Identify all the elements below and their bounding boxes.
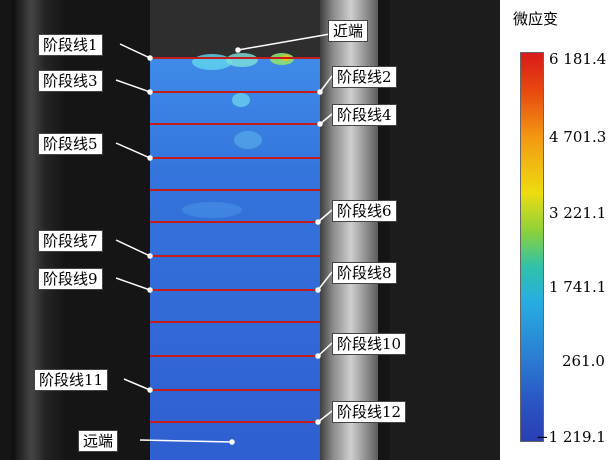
pointer-head-13: [147, 387, 153, 393]
stage-line-label-3: 阶段线3: [38, 70, 103, 92]
stage-line-label-5: 阶段线5: [38, 133, 103, 155]
pointer-line-7: [115, 142, 151, 159]
callout-pointers: [115, 33, 333, 445]
pointer-line-10: [317, 271, 333, 291]
pointer-head-7: [147, 155, 153, 161]
pointer-head-1: [235, 47, 241, 53]
stage-line-label-7: 阶段线7: [38, 230, 103, 252]
pointer-line-5: [115, 79, 151, 93]
stage-line-label-6: 阶段线6: [332, 200, 397, 222]
stage-line-label-11: 阶段线11: [34, 369, 109, 391]
stage-line-label-10: 阶段线10: [332, 333, 407, 355]
pointer-head-6: [317, 121, 323, 127]
pointer-line-3: [119, 43, 151, 59]
strain-field: [150, 58, 320, 460]
colorbar-title: 微应变: [513, 10, 559, 28]
pointer-head-9: [147, 253, 153, 259]
stage-line-label-12: 阶段线12: [332, 401, 407, 423]
colorbar-tick-1: 6 181.4: [549, 50, 607, 68]
stage-line-label-1: 阶段线1: [38, 34, 103, 56]
pointer-line-4: [319, 75, 333, 93]
pointer-head-4: [317, 89, 323, 95]
pointer-line-1: [237, 33, 331, 51]
pointer-line-9: [115, 239, 151, 257]
pointer-line-8: [317, 209, 333, 223]
pointer-head-3: [147, 55, 153, 61]
pointer-head-11: [147, 287, 153, 293]
colorbar-tick-6: −1 219.1: [536, 428, 606, 446]
pointer-line-11: [115, 277, 151, 291]
pointer-line-12: [317, 342, 333, 357]
stage-line-label-2: 阶段线2: [332, 66, 397, 88]
stage-lines: [150, 57, 320, 423]
strain-photo: 近端 远端 阶段线1 阶段线2 阶段线3 阶段线4 阶段线5 阶段线6 阶段线7…: [0, 0, 500, 460]
pointer-head-10: [315, 287, 321, 293]
stage-line-label-4: 阶段线4: [332, 104, 397, 126]
near-end-label: 近端: [328, 20, 369, 42]
pointer-head-14: [315, 419, 321, 425]
colorbar: [520, 52, 544, 442]
colorbar-tick-5: 261.0: [562, 352, 605, 370]
stage-line-label-9: 阶段线9: [38, 268, 103, 290]
pointer-head-2: [229, 439, 235, 445]
pointer-head-8: [315, 219, 321, 225]
colorbar-tick-3: 3 221.1: [549, 204, 607, 222]
stage-line-label-8: 阶段线8: [332, 262, 397, 284]
pointer-head-5: [147, 89, 153, 95]
far-end-label: 远端: [78, 430, 119, 452]
colorbar-tick-2: 4 701.3: [549, 128, 607, 146]
pointer-line-13: [123, 378, 151, 391]
pointer-head-12: [315, 353, 321, 359]
pointer-line-2: [139, 439, 233, 443]
pointer-line-14: [317, 410, 333, 423]
colorbar-tick-4: 1 741.1: [549, 278, 607, 296]
